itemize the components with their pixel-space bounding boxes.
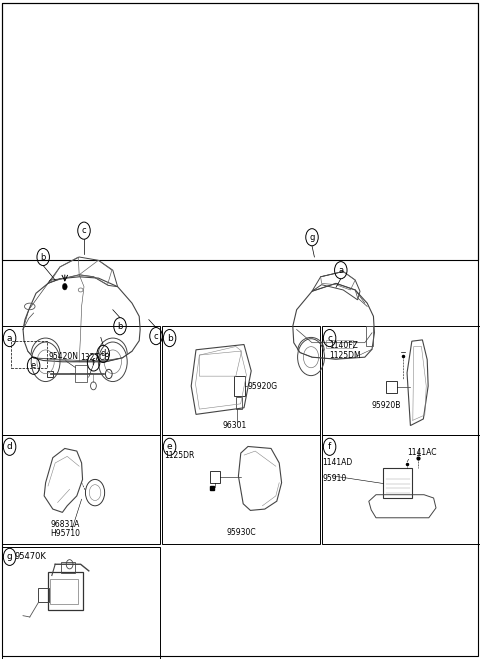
Text: 95470K: 95470K (14, 552, 46, 561)
Text: c: c (327, 333, 332, 343)
Bar (162, 326, 320, 435)
Circle shape (62, 283, 67, 290)
Text: 1140FZ: 1140FZ (330, 341, 359, 350)
Bar (386, 381, 397, 393)
Bar (323, 435, 480, 544)
Bar (75, 365, 87, 382)
Text: e: e (31, 361, 36, 370)
Bar (366, 326, 373, 346)
Text: a: a (338, 266, 343, 275)
Text: f: f (328, 442, 331, 451)
Text: 96301: 96301 (222, 421, 247, 430)
Text: 95420N: 95420N (49, 352, 79, 361)
Bar (38, 588, 49, 602)
Text: 1141AD: 1141AD (323, 458, 353, 467)
Text: d: d (7, 442, 12, 451)
Text: 95920G: 95920G (247, 382, 277, 391)
Text: c: c (82, 226, 86, 235)
Text: g: g (7, 552, 12, 561)
Bar (2, 435, 160, 544)
Text: 1141AC: 1141AC (407, 448, 437, 457)
Bar (383, 469, 412, 498)
Bar (2, 547, 160, 659)
Text: g: g (309, 233, 315, 242)
Text: 95920B: 95920B (372, 401, 401, 411)
Text: b: b (117, 322, 123, 331)
Bar (210, 471, 220, 482)
Text: b: b (167, 333, 172, 343)
Text: f: f (92, 358, 95, 367)
Text: H95710: H95710 (50, 529, 80, 538)
Bar (162, 435, 320, 544)
Bar (11, 341, 47, 368)
Bar (323, 326, 480, 435)
Bar (48, 572, 83, 610)
Bar (236, 397, 242, 409)
Bar (2, 326, 160, 435)
Text: c: c (154, 331, 158, 341)
Bar (2, 3, 478, 260)
Text: 1327CB: 1327CB (80, 353, 109, 362)
Text: 1125DM: 1125DM (330, 351, 361, 360)
Text: b: b (40, 252, 46, 262)
Bar (50, 579, 78, 604)
Text: d: d (100, 349, 106, 358)
Text: 96831A: 96831A (50, 520, 80, 529)
Bar (326, 340, 353, 348)
Text: 95930C: 95930C (227, 528, 256, 537)
Bar (48, 372, 53, 376)
Text: 1125DR: 1125DR (164, 451, 194, 461)
Bar (61, 561, 75, 573)
Bar (234, 376, 245, 396)
Text: e: e (167, 442, 172, 451)
Text: 95910: 95910 (323, 474, 347, 484)
Text: a: a (7, 333, 12, 343)
